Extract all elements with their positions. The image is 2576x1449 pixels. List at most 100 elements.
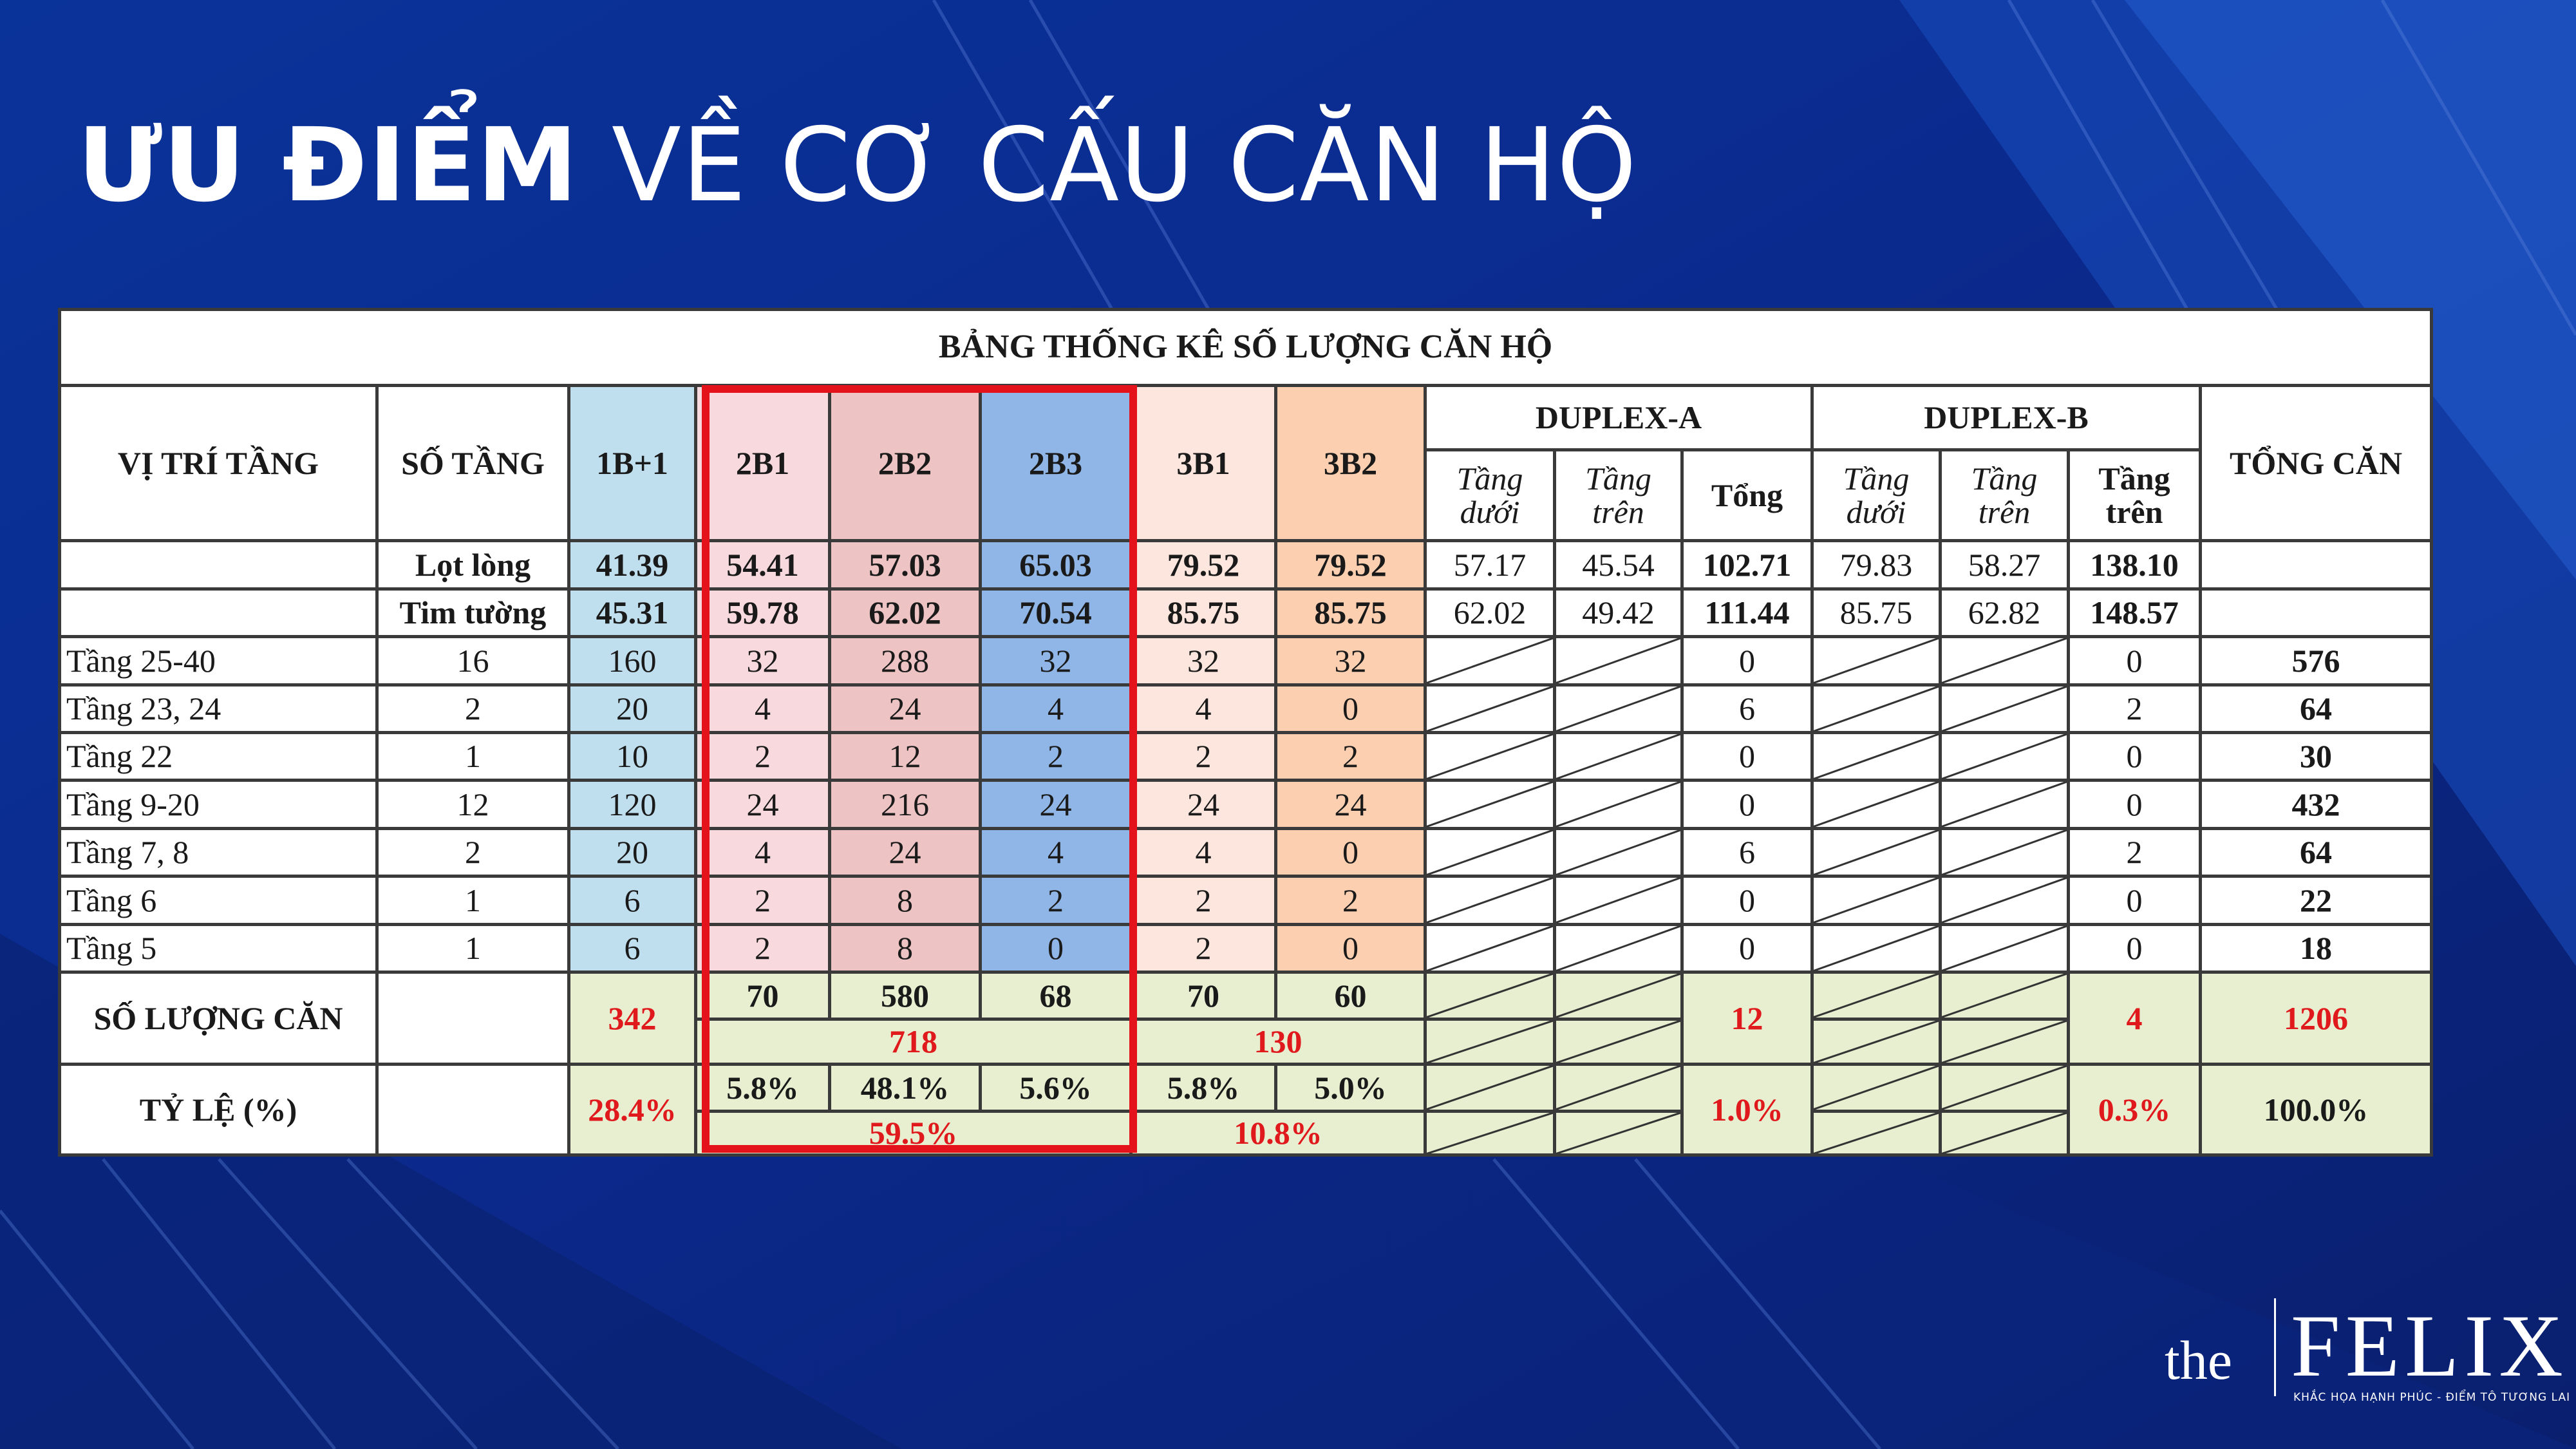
cell-3b2: 0 — [1274, 922, 1427, 974]
cell-2b2: 24 — [828, 683, 982, 735]
cell-1b1: 6 — [567, 922, 697, 974]
slash-cell — [1424, 875, 1556, 926]
caption-row: BẢNG THỐNG KÊ SỐ LƯỢNG CĂN HỘ — [57, 308, 2434, 387]
cell-duplex-b-total: 2 — [2067, 683, 2202, 735]
area-total-empty — [2198, 587, 2434, 639]
ratio-2b3: 5.6% — [979, 1063, 1133, 1113]
slash-cell — [1939, 683, 2070, 735]
cell-1b1: 6 — [567, 875, 697, 926]
floor-row: Tầng 22 1 10 2 12 2 2 2 0 0 30 — [58, 730, 2434, 782]
logo-tagline: KHẮC HỌA HẠNH PHÚC - ĐIỂM TÔ TƯƠNG LAI — [2293, 1391, 2571, 1404]
cell-2b1: 32 — [694, 635, 831, 687]
cell-3b1: 2 — [1129, 875, 1277, 926]
ratio-3b2: 5.0% — [1274, 1063, 1427, 1113]
count-row-top: SỐ LƯỢNG CĂN 342 70 580 68 70 60 12 4 12… — [58, 971, 2434, 1066]
cell-3b1: 32 — [1129, 635, 1277, 687]
slash-cell — [1424, 730, 1556, 782]
cell-1b1: 160 — [567, 635, 697, 687]
cell-2b2: 216 — [828, 779, 982, 830]
cell-2b3: 32 — [979, 635, 1133, 687]
cell-3b1: 4 — [1129, 683, 1277, 735]
area-value: 58.27 — [1939, 539, 2070, 591]
area-value: 49.42 — [1553, 587, 1684, 639]
floor-label: Tầng 22 — [58, 730, 379, 782]
area-value: 62.02 — [828, 587, 982, 639]
ratio-slash-cell — [1810, 1063, 1942, 1113]
area-value: 79.52 — [1129, 539, 1277, 591]
cell-1b1: 10 — [567, 730, 697, 782]
cell-2b1: 4 — [694, 826, 831, 878]
header-2b3: 2B3 — [979, 383, 1133, 543]
floor-row: Tầng 23, 24 2 20 4 24 4 4 0 6 2 64 — [58, 683, 2434, 735]
count-slash-cell — [1553, 971, 1684, 1021]
header-duplex-b: DUPLEX-B — [1810, 383, 2202, 452]
cell-duplex-a-total: 0 — [1680, 922, 1814, 974]
floor-row: Tầng 9-20 12 120 24 216 24 24 24 0 0 432 — [58, 779, 2434, 830]
header-tong-can: TỔNG CĂN — [2198, 383, 2434, 543]
count-group-3b: 130 — [1129, 1017, 1427, 1066]
area-value: 45.31 — [567, 587, 697, 639]
count-slash-cell — [1424, 1017, 1556, 1066]
ratio-slash-cell — [1553, 1063, 1684, 1113]
count-slash-cell — [1939, 971, 2070, 1021]
ratio-slash-cell — [1424, 1063, 1556, 1113]
header-3b1: 3B1 — [1129, 383, 1277, 543]
cell-2b1: 2 — [694, 922, 831, 974]
cell-duplex-b-total: 0 — [2067, 875, 2202, 926]
slash-cell — [1553, 875, 1684, 926]
cell-total: 64 — [2198, 826, 2434, 878]
slash-cell — [1810, 730, 1942, 782]
count-row-bottom: 718 130 — [60, 1017, 2432, 1066]
ratio-duplex-a: 1.0% — [1680, 1063, 1814, 1157]
cell-3b2: 0 — [1274, 826, 1427, 878]
title-bold: ƯU ĐIỂM — [77, 106, 579, 225]
count-slash-cell — [1424, 971, 1556, 1021]
area-total-empty — [2198, 539, 2434, 591]
cell-total: 18 — [2198, 922, 2434, 974]
area-row: Tim tường 45.31 59.78 62.02 70.54 85.75 85.75 6… — [58, 587, 2434, 639]
count-slash-cell — [1810, 1017, 1942, 1066]
floor-count: 1 — [375, 922, 570, 974]
slash-cell — [1553, 922, 1684, 974]
floor-label: Tầng 25-40 — [58, 635, 379, 687]
cell-1b1: 20 — [567, 826, 697, 878]
floor-count: 2 — [375, 683, 570, 735]
cell-duplex-a-total: 0 — [1680, 635, 1814, 687]
title-regular: VỀ CƠ CẤU CĂN HỘ — [611, 106, 1638, 225]
header-da-tong: Tổng — [1680, 448, 1814, 543]
slash-cell — [1424, 779, 1556, 830]
floor-count: 2 — [375, 826, 570, 878]
count-group-2b: 718 — [694, 1017, 1133, 1066]
area-value: 70.54 — [979, 587, 1133, 639]
cell-2b1: 2 — [694, 875, 831, 926]
header-db-tang-tren: Tầng trên — [1939, 448, 2070, 543]
count-total: 1206 — [2198, 971, 2434, 1066]
slide-title: ƯU ĐIỂM VỀ CƠ CẤU CĂN HỘ — [77, 106, 1637, 225]
area-value: 59.78 — [694, 587, 831, 639]
floor-count: 1 — [375, 730, 570, 782]
slash-cell — [1553, 779, 1684, 830]
slash-cell — [1424, 922, 1556, 974]
count-2b3: 68 — [979, 971, 1133, 1021]
area-rows: Lọt lòng 41.39 54.41 57.03 65.03 79.52 79.52 57… — [58, 539, 2434, 639]
count-slash-cell — [1553, 1017, 1684, 1066]
area-value: 79.83 — [1810, 539, 1942, 591]
area-row: Lọt lòng 41.39 54.41 57.03 65.03 79.52 79.52 57… — [58, 539, 2434, 591]
cell-duplex-a-total: 0 — [1680, 875, 1814, 926]
cell-2b3: 4 — [979, 683, 1133, 735]
cell-duplex-b-total: 0 — [2067, 730, 2202, 782]
ratio-floors-empty — [375, 1063, 570, 1157]
area-value: 79.52 — [1274, 539, 1427, 591]
cell-3b2: 24 — [1274, 779, 1427, 830]
header-2b2: 2B2 — [828, 383, 982, 543]
cell-2b2: 288 — [828, 635, 982, 687]
count-2b1: 70 — [694, 971, 831, 1021]
cell-duplex-b-total: 0 — [2067, 635, 2202, 687]
area-value: 62.82 — [1939, 587, 2070, 639]
cell-duplex-b-total: 2 — [2067, 826, 2202, 878]
ratio-group-3b: 10.8% — [1129, 1109, 1427, 1157]
cell-1b1: 120 — [567, 779, 697, 830]
apartment-table-panel: BẢNG THỐNG KÊ SỐ LƯỢNG CĂN HỘ VỊ TRÍ TẦN… — [57, 308, 2434, 1157]
count-3b1: 70 — [1129, 971, 1277, 1021]
area-value: 57.17 — [1424, 539, 1556, 591]
